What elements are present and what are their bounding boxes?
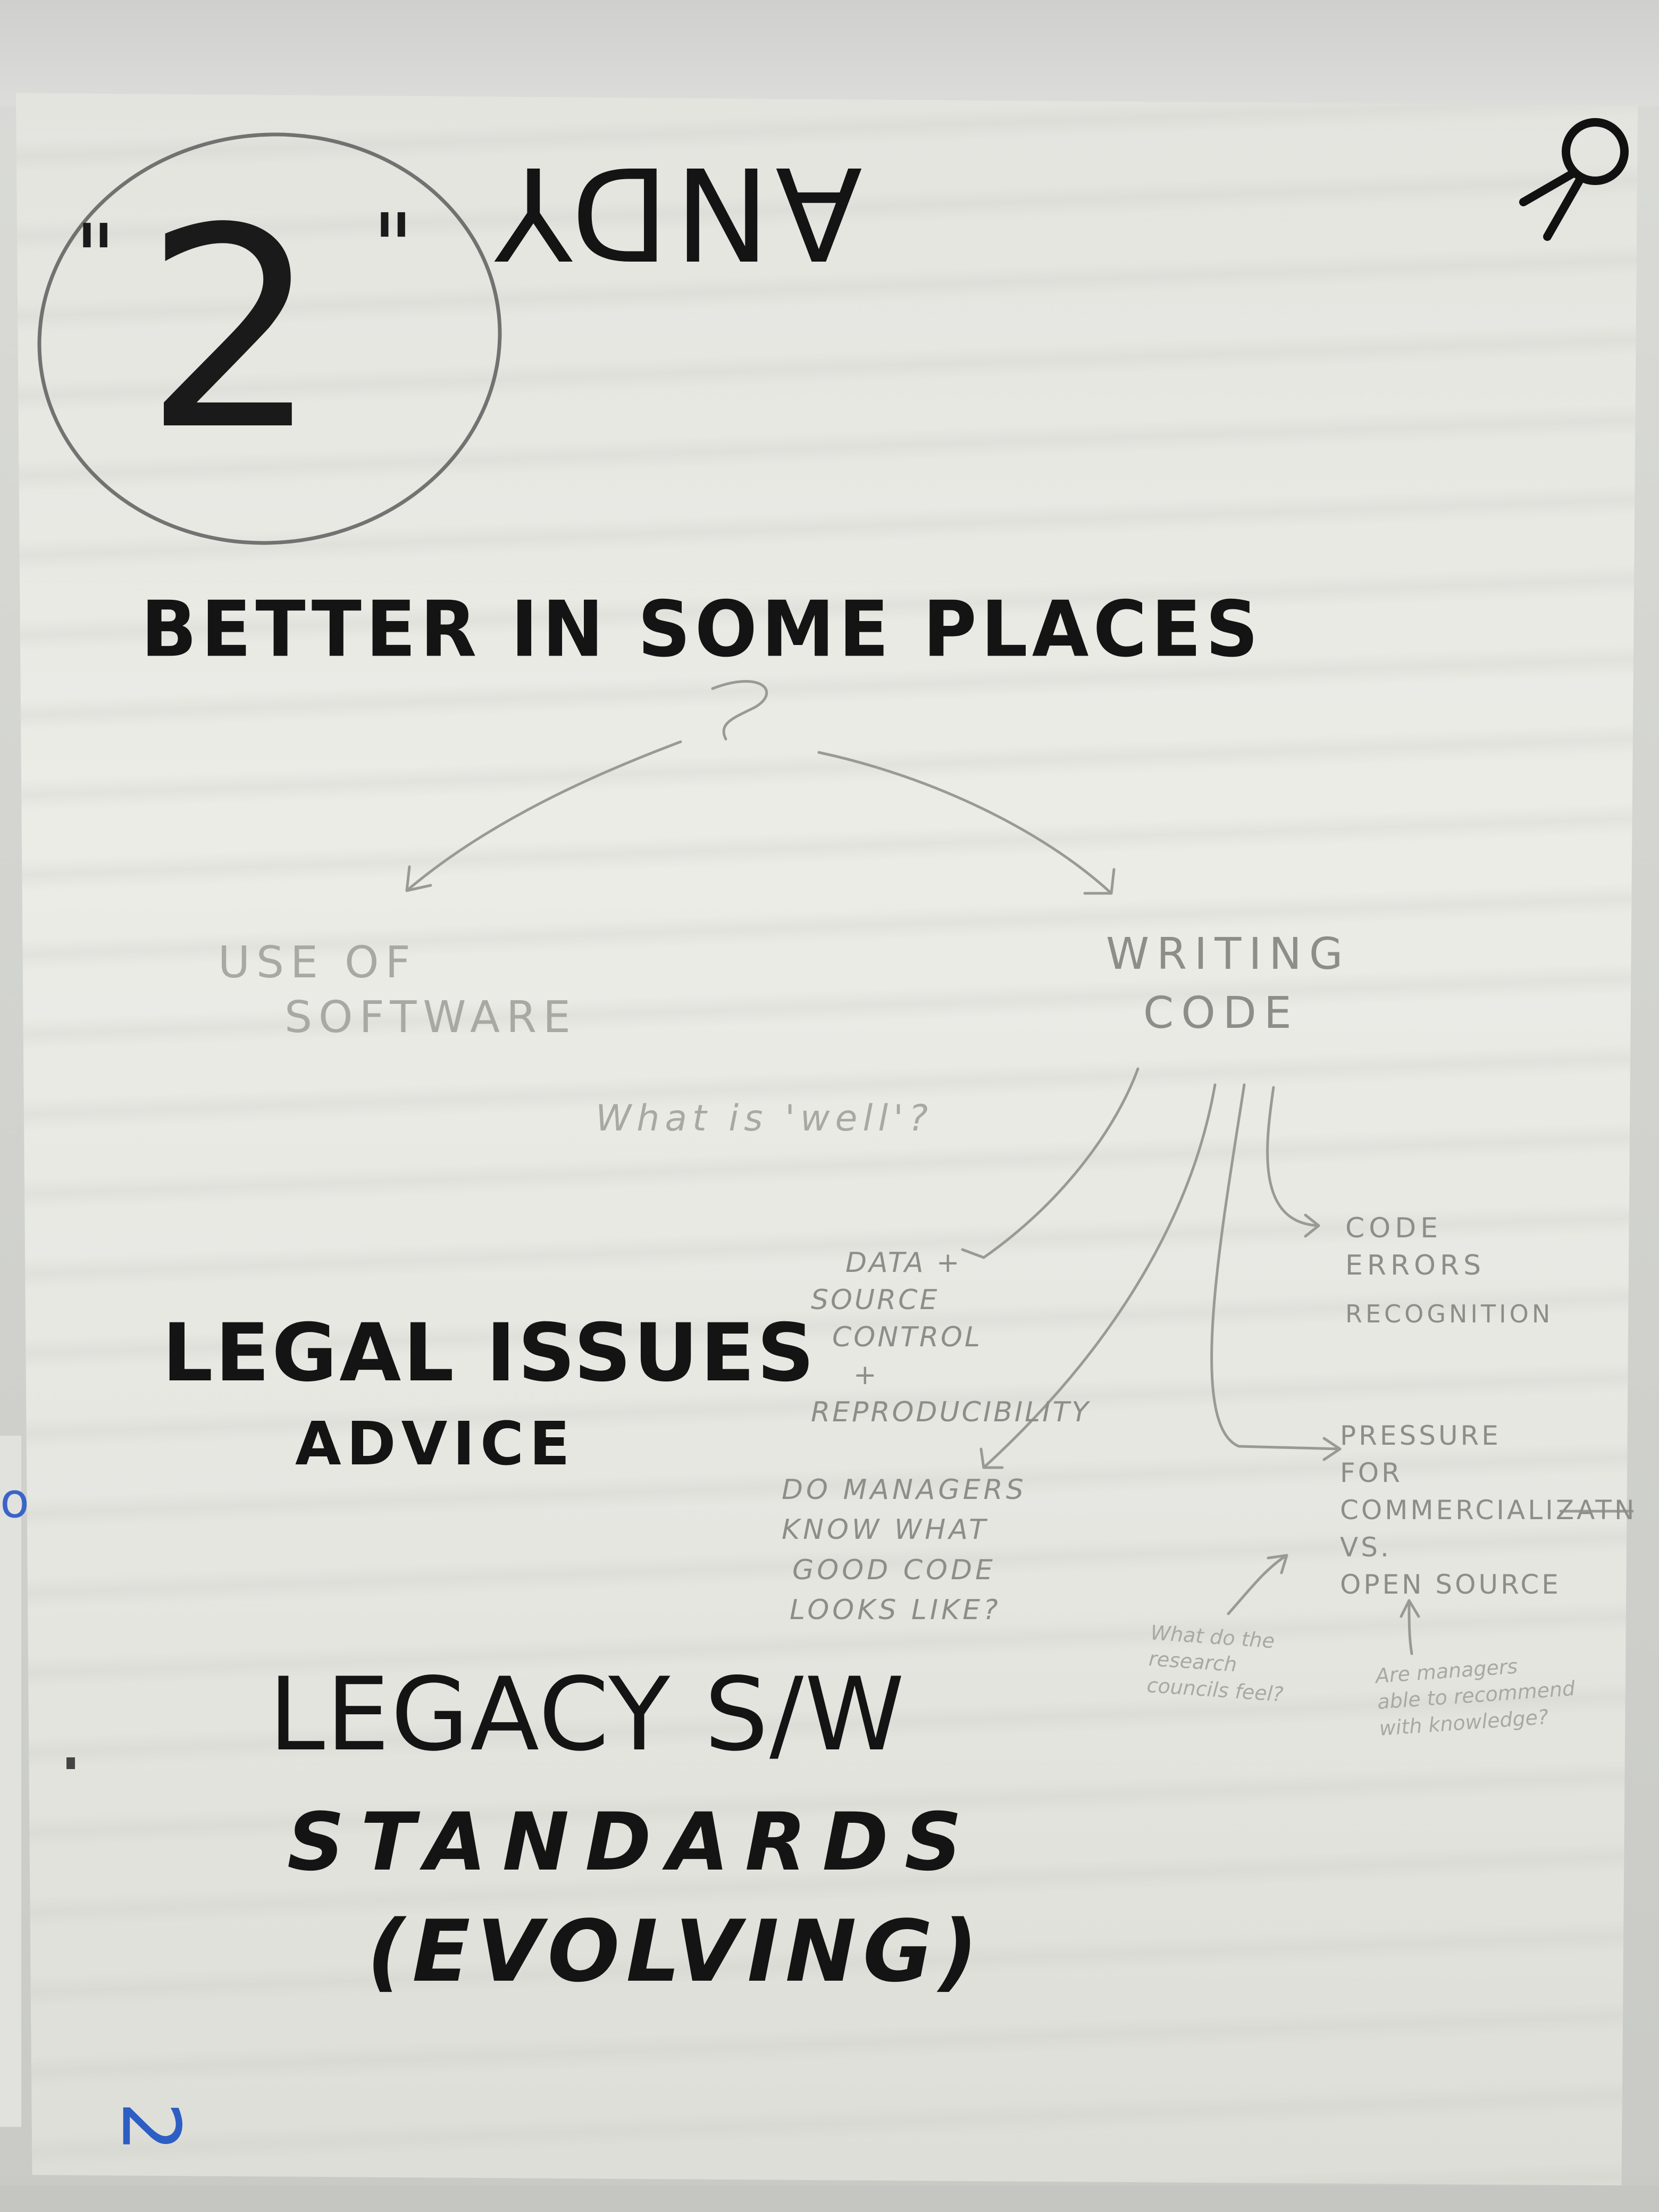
branch-writing-code: WRITING CODE [1106, 925, 1350, 1043]
topic-advice: ADVICE [295, 1410, 575, 1479]
arrow-research [1227, 1554, 1288, 1615]
note-line: OPEN SOURCE [1340, 1569, 1561, 1600]
adjacent-sheet-edge [0, 1436, 21, 2127]
note-line: DATA + [845, 1247, 962, 1279]
branch-line: CODE [1143, 987, 1299, 1038]
branch-use-of-software: USE OF SOFTWARE [218, 936, 577, 1045]
push-pin-icon [1519, 118, 1629, 241]
topic-standards: STANDARDS [287, 1796, 978, 1889]
left-quote-mark: " [74, 205, 116, 311]
arrow-to-code-errors [1266, 1086, 1320, 1227]
note-data-source-control: DATA + SOURCE CONTROL + REPRODUCIBILITY [811, 1244, 1091, 1431]
question-what-is-well: What is 'well'? [596, 1097, 933, 1139]
arrow-to-writing-code [817, 751, 1113, 895]
arrow-to-use-of-software [405, 740, 682, 892]
note-line: ERRORS [1345, 1250, 1486, 1282]
corner-page-number: 2 [104, 2101, 197, 2152]
branch-line: SOFTWARE [284, 992, 577, 1043]
note-line: SOURCE [811, 1284, 940, 1317]
note-pressure-commercialization: PRESSURE FOR COMMERCIALIZATN VS. OPEN SO… [1340, 1417, 1637, 1603]
title-squiggle [711, 680, 768, 741]
question-research-councils: What do the research councils feel? [1146, 1620, 1288, 1708]
note-line: DO MANAGERS [782, 1474, 1027, 1506]
note-code-errors: CODE ERRORS RECOGNITION [1345, 1210, 1553, 1330]
marker-dot [66, 1757, 75, 1769]
arrow-to-data [982, 1067, 1139, 1259]
sheet-number: 2 [144, 169, 320, 491]
arrow-managers-recommend [1407, 1599, 1413, 1655]
note-line: RECOGNITION [1345, 1300, 1554, 1329]
flipchart-sheet [16, 93, 1638, 2185]
note-line: LOOKS LIKE? [790, 1594, 1001, 1627]
arrow-to-managers [982, 1083, 1217, 1469]
note-line: REPRODUCIBILITY [811, 1396, 1091, 1428]
note-line: FOR [1340, 1457, 1403, 1488]
branch-line: WRITING [1106, 929, 1351, 979]
page-title: BETTER IN SOME PLACES [141, 584, 1263, 674]
floor-edge [0, 2185, 1659, 2212]
note-line: VS. [1340, 1532, 1392, 1563]
wall-background [0, 0, 1659, 106]
right-quote-mark: " [372, 195, 414, 300]
topic-legal-issues: LEGAL ISSUES [162, 1307, 817, 1400]
topic-evolving: (EVOLVING) [367, 1901, 985, 2001]
note-line: PRESSURE [1340, 1420, 1501, 1451]
note-line: CONTROL [832, 1321, 982, 1354]
note-line: GOOD CODE [792, 1554, 996, 1586]
topic-legacy-software: LEGACY S/W [269, 1656, 906, 1773]
note-do-managers-know: DO MANAGERS KNOW WHAT GOOD CODE LOOKS LI… [782, 1470, 1027, 1631]
note-line: COMMERCIALIZATN [1340, 1495, 1637, 1526]
note-line: + [853, 1359, 879, 1391]
note-line: KNOW WHAT [782, 1514, 989, 1546]
branch-line: USE OF [218, 937, 417, 988]
question-managers-recommend: Are managers able to recommend with know… [1375, 1649, 1578, 1742]
arrow-to-pressure [1210, 1083, 1342, 1451]
author-name-upside-down: ANDY [489, 138, 862, 287]
note-line: CODE [1345, 1212, 1443, 1244]
